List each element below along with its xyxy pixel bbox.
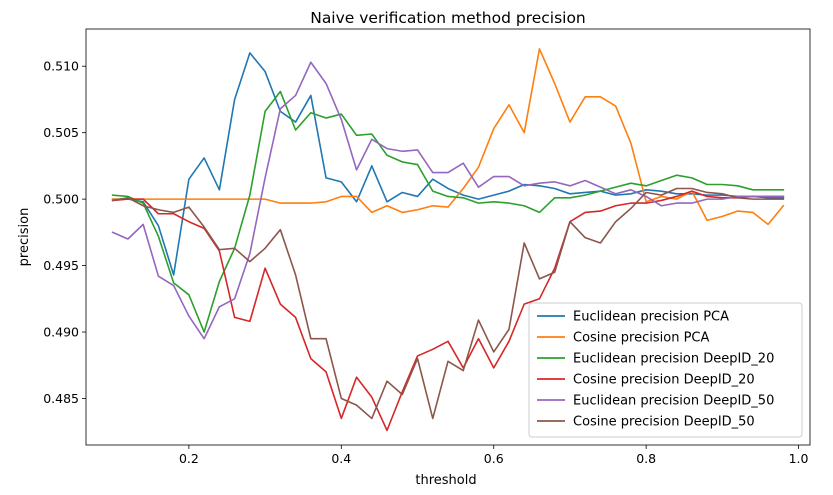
legend-label: Euclidean precision DeepID_50 — [573, 394, 774, 409]
y-tick-label: 0.490 — [43, 325, 79, 340]
x-tick-label: 0.4 — [331, 451, 351, 466]
x-tick-label: 0.6 — [484, 451, 504, 466]
legend-label: Cosine precision DeepID_20 — [573, 373, 755, 388]
y-tick-label: 0.495 — [43, 258, 79, 273]
y-axis-label: precision — [17, 208, 32, 267]
legend-label: Cosine precision PCA — [573, 331, 709, 346]
series-line-1 — [111, 52, 785, 276]
legend-label: Euclidean precision PCA — [573, 310, 729, 325]
y-tick-label: 0.510 — [43, 59, 79, 74]
x-tick-label: 1.0 — [789, 451, 809, 466]
legend[interactable]: Euclidean precision PCA Cosine precision … — [528, 302, 803, 438]
y-tick-label: 0.505 — [43, 125, 79, 140]
series-line-6 — [111, 187, 785, 420]
x-axis: 0.2 0.4 0.6 0.8 1.0 — [179, 445, 809, 466]
legend-label: Cosine precision DeepID_50 — [573, 415, 755, 430]
y-tick-label: 0.485 — [43, 391, 79, 406]
legend-box — [528, 302, 803, 438]
y-tick-label: 0.500 — [43, 192, 79, 207]
series-layer — [111, 48, 785, 432]
x-tick-label: 0.8 — [636, 451, 656, 466]
legend-label: Euclidean precision DeepID_20 — [573, 352, 774, 367]
series-line-4 — [111, 190, 785, 432]
chart-title: Naive verification method precision — [310, 9, 586, 27]
x-tick-label: 0.2 — [179, 451, 199, 466]
plot-frame — [85, 28, 811, 446]
series-line-5 — [111, 61, 785, 340]
y-axis: 0.485 0.490 0.495 0.500 0.505 0.510 — [43, 59, 86, 406]
x-axis-label: threshold — [415, 473, 476, 488]
